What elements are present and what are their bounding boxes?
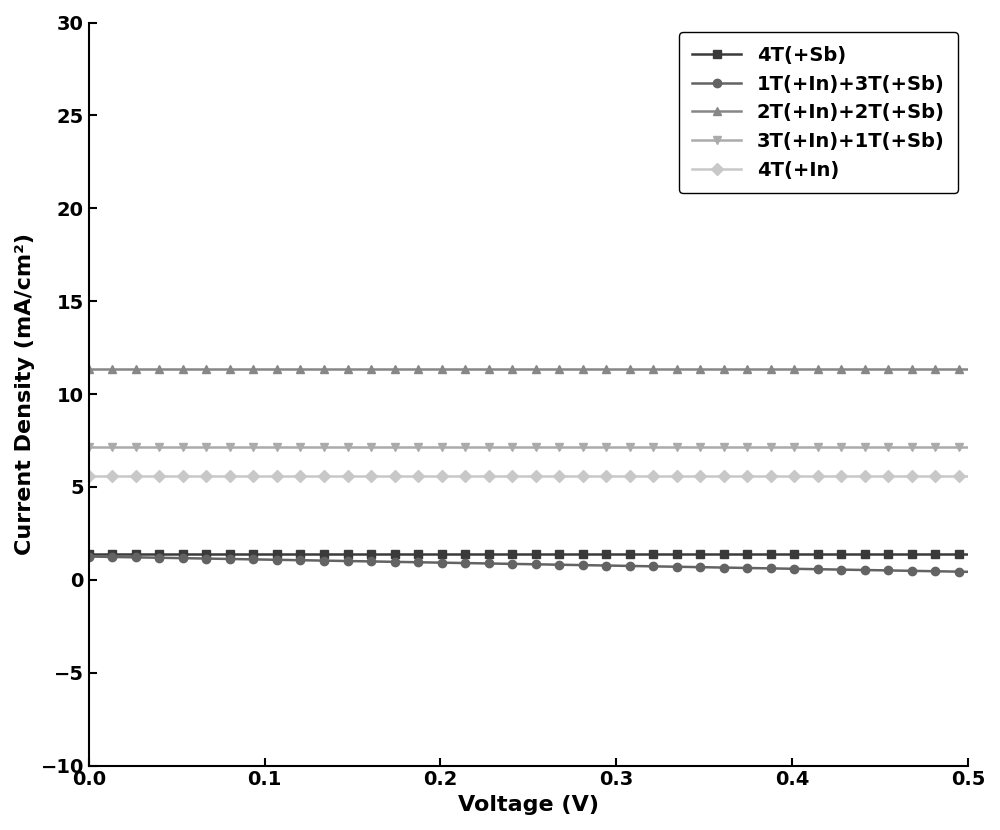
X-axis label: Voltage (V): Voltage (V)	[458, 795, 599, 815]
3T(+In)+1T(+Sb)	[962, 442, 974, 452]
2T(+In)+2T(+Sb)	[86, 364, 98, 374]
3T(+In)+1T(+Sb)	[86, 442, 98, 452]
1T(+In)+3T(+Sb)	[962, 567, 974, 577]
Line: 2T(+In)+2T(+Sb): 2T(+In)+2T(+Sb)	[85, 365, 972, 374]
4T(+Sb)	[824, 549, 836, 559]
4T(+In)	[824, 471, 836, 481]
2T(+In)+2T(+Sb)	[962, 364, 974, 374]
2T(+In)+2T(+Sb)	[83, 364, 95, 374]
Legend: 4T(+Sb), 1T(+In)+3T(+Sb), 2T(+In)+2T(+Sb), 3T(+In)+1T(+Sb), 4T(+In): 4T(+Sb), 1T(+In)+3T(+Sb), 2T(+In)+2T(+Sb…	[679, 32, 958, 193]
3T(+In)+1T(+Sb)	[879, 442, 891, 452]
4T(+Sb)	[879, 549, 891, 559]
3T(+In)+1T(+Sb)	[603, 442, 615, 452]
4T(+In)	[879, 471, 891, 481]
3T(+In)+1T(+Sb)	[83, 442, 95, 452]
4T(+In)	[606, 471, 618, 481]
4T(+In)	[962, 471, 974, 481]
4T(+Sb)	[83, 549, 95, 559]
Y-axis label: Current Density (mA/cm²): Current Density (mA/cm²)	[15, 233, 35, 555]
2T(+In)+2T(+Sb)	[824, 364, 836, 374]
Line: 3T(+In)+1T(+Sb): 3T(+In)+1T(+Sb)	[85, 442, 972, 451]
1T(+In)+3T(+Sb)	[86, 552, 98, 562]
3T(+In)+1T(+Sb)	[621, 442, 633, 452]
4T(+Sb)	[603, 549, 615, 559]
4T(+Sb)	[86, 549, 98, 559]
4T(+In)	[86, 471, 98, 481]
1T(+In)+3T(+Sb)	[603, 560, 615, 570]
3T(+In)+1T(+Sb)	[824, 442, 836, 452]
2T(+In)+2T(+Sb)	[621, 364, 633, 374]
1T(+In)+3T(+Sb)	[83, 552, 95, 562]
2T(+In)+2T(+Sb)	[603, 364, 615, 374]
Line: 4T(+In): 4T(+In)	[85, 471, 972, 480]
Line: 4T(+Sb): 4T(+Sb)	[85, 550, 972, 559]
Line: 1T(+In)+3T(+Sb): 1T(+In)+3T(+Sb)	[85, 552, 972, 576]
4T(+Sb)	[962, 549, 974, 559]
4T(+Sb)	[606, 549, 618, 559]
4T(+In)	[621, 471, 633, 481]
1T(+In)+3T(+Sb)	[606, 560, 618, 570]
4T(+In)	[603, 471, 615, 481]
2T(+In)+2T(+Sb)	[606, 364, 618, 374]
3T(+In)+1T(+Sb)	[606, 442, 618, 452]
1T(+In)+3T(+Sb)	[824, 564, 836, 574]
4T(+Sb)	[621, 549, 633, 559]
2T(+In)+2T(+Sb)	[879, 364, 891, 374]
1T(+In)+3T(+Sb)	[621, 561, 633, 571]
4T(+In)	[83, 471, 95, 481]
1T(+In)+3T(+Sb)	[879, 565, 891, 575]
